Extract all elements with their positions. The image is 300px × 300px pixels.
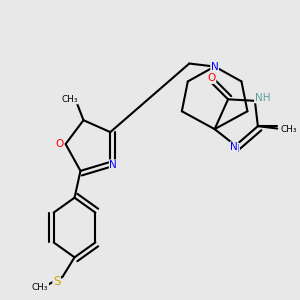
Text: O: O bbox=[56, 139, 64, 149]
Text: O: O bbox=[208, 74, 216, 83]
Text: S: S bbox=[53, 275, 60, 288]
Text: N: N bbox=[230, 142, 238, 152]
Text: N: N bbox=[211, 61, 218, 71]
Text: methyl: methyl bbox=[282, 125, 286, 126]
Text: N: N bbox=[232, 143, 239, 154]
Text: N: N bbox=[110, 160, 117, 170]
Text: CH₃: CH₃ bbox=[280, 124, 297, 134]
Text: CH₃: CH₃ bbox=[32, 283, 49, 292]
Text: CH₃: CH₃ bbox=[62, 95, 78, 104]
Text: NH: NH bbox=[255, 93, 270, 103]
